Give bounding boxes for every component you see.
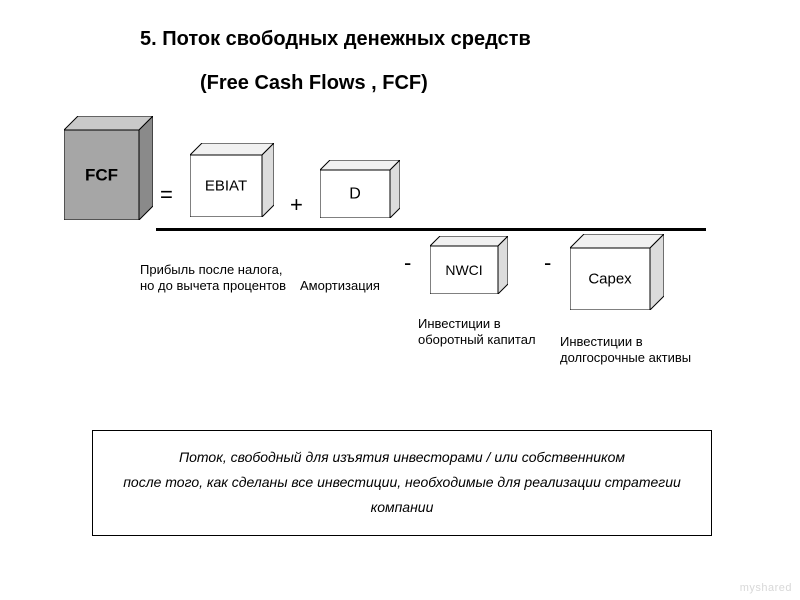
operator-2: - bbox=[404, 250, 411, 276]
watermark: myshared bbox=[740, 582, 792, 594]
box-nwci: NWCI bbox=[430, 236, 508, 294]
formula-divider bbox=[156, 228, 706, 231]
page-title: 5. Поток свободных денежных средств bbox=[140, 28, 531, 51]
box-label-capex: Capex bbox=[588, 271, 632, 288]
summary-line-2: после того, как сделаны все инвестиции, … bbox=[113, 470, 691, 520]
box-label-nwci: NWCI bbox=[445, 262, 482, 278]
operator-3: - bbox=[544, 250, 551, 276]
summary-line-1: Поток, свободный для изъятия инвесторами… bbox=[113, 445, 691, 470]
cap-nwci: Инвестиции в оборотный капитал bbox=[418, 316, 548, 349]
cap-d: Амортизация bbox=[300, 278, 410, 294]
summary-box: Поток, свободный для изъятия инвесторами… bbox=[92, 430, 712, 536]
box-capex: Capex bbox=[570, 234, 664, 310]
page-subtitle: (Free Cash Flows , FCF) bbox=[200, 72, 428, 95]
operator-1: + bbox=[290, 192, 303, 218]
cap-capex: Инвестиции в долгосрочные активы bbox=[560, 334, 700, 367]
operator-0: = bbox=[160, 182, 173, 208]
box-fcf: FCF bbox=[64, 116, 153, 220]
box-label-d: D bbox=[349, 186, 361, 203]
box-ebiat: EBIAT bbox=[190, 143, 274, 217]
cap-ebiat: Прибыль после налога, но до вычета проце… bbox=[140, 262, 290, 295]
box-d: D bbox=[320, 160, 400, 218]
box-label-ebiat: EBIAT bbox=[205, 178, 247, 195]
box-label-fcf: FCF bbox=[85, 166, 118, 185]
